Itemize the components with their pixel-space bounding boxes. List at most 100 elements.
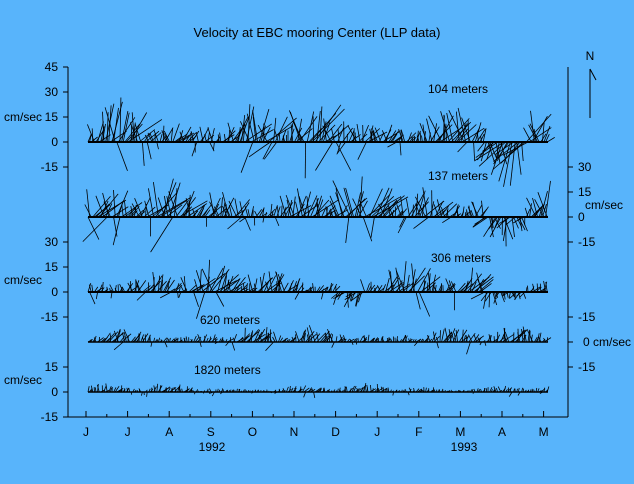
velocity-stick xyxy=(210,197,221,218)
velocity-stick xyxy=(477,279,484,293)
velocity-stick xyxy=(142,336,145,343)
velocity-stick xyxy=(526,197,537,218)
velocity-stick xyxy=(294,388,297,393)
velocity-stick xyxy=(282,135,286,143)
velocity-stick xyxy=(413,388,415,393)
velocity-stick xyxy=(377,387,380,393)
velocity-stick xyxy=(519,291,526,298)
velocity-stick xyxy=(482,339,486,343)
velocity-stick xyxy=(247,104,251,143)
velocity-stick xyxy=(529,127,552,143)
velocity-stick xyxy=(545,180,551,218)
velocity-stick xyxy=(160,291,172,299)
velocity-stick xyxy=(108,289,113,293)
velocity-stick xyxy=(87,124,95,143)
velocity-stick xyxy=(129,206,140,218)
tick-label: 15 xyxy=(45,110,59,124)
velocity-stick xyxy=(380,386,383,393)
velocity-stick xyxy=(193,291,199,307)
velocity-stick xyxy=(110,387,112,393)
velocity-stick xyxy=(352,198,362,218)
velocity-stick xyxy=(250,287,258,293)
velocity-stick xyxy=(236,124,245,143)
velocity-stick xyxy=(134,198,143,218)
velocity-stick xyxy=(530,206,543,218)
velocity-stick xyxy=(286,199,292,218)
velocity-stick xyxy=(470,291,485,300)
velocity-stick xyxy=(247,389,250,393)
velocity-stick xyxy=(272,336,276,343)
velocity-stick xyxy=(337,128,340,143)
velocity-stick xyxy=(417,388,423,393)
velocity-stick xyxy=(194,336,200,343)
velocity-stick xyxy=(113,341,124,351)
velocity-stick xyxy=(136,291,146,301)
velocity-stick xyxy=(302,329,307,343)
velocity-stick xyxy=(183,337,186,343)
velocity-stick xyxy=(348,130,355,143)
velocity-stick xyxy=(377,338,380,343)
velocity-stick xyxy=(466,390,469,393)
velocity-stick xyxy=(220,197,223,218)
velocity-stick xyxy=(450,331,455,343)
velocity-stick xyxy=(100,200,109,218)
velocity-stick xyxy=(242,335,250,343)
velocity-stick xyxy=(248,141,271,158)
velocity-stick xyxy=(463,277,473,293)
velocity-stick xyxy=(321,207,327,218)
velocity-stick xyxy=(462,127,485,143)
velocity-stick xyxy=(495,291,500,297)
velocity-stick xyxy=(226,389,229,393)
velocity-stick xyxy=(369,284,376,293)
velocity-stick xyxy=(504,331,510,343)
velocity-stick xyxy=(492,291,498,306)
velocity-stick xyxy=(242,124,246,143)
velocity-stick xyxy=(329,282,332,293)
velocity-stick xyxy=(190,131,194,143)
velocity-stick xyxy=(532,283,535,293)
velocity-stick xyxy=(178,130,184,143)
velocity-stick xyxy=(102,281,104,293)
velocity-stick xyxy=(361,387,363,393)
tick-label: 30 xyxy=(45,235,59,249)
velocity-stick xyxy=(158,337,161,343)
velocity-stick xyxy=(121,111,129,143)
velocity-stick xyxy=(273,205,278,218)
velocity-stick xyxy=(474,274,492,293)
velocity-stick xyxy=(291,336,295,343)
velocity-stick xyxy=(444,327,449,343)
velocity-stick xyxy=(314,388,321,393)
velocity-stick xyxy=(82,216,108,242)
velocity-stick xyxy=(455,329,458,343)
velocity-stick xyxy=(336,141,346,155)
velocity-stick xyxy=(505,216,516,226)
velocity-stick xyxy=(530,334,533,343)
series-label-104m: 104 meters xyxy=(428,82,488,96)
velocity-stick xyxy=(503,327,506,343)
velocity-stick xyxy=(325,206,329,218)
velocity-stick xyxy=(134,204,137,218)
velocity-stick xyxy=(442,203,458,218)
velocity-stick xyxy=(273,331,278,343)
velocity-stick xyxy=(330,390,333,393)
velocity-stick xyxy=(174,188,178,218)
velocity-stick xyxy=(103,332,111,343)
velocity-stick xyxy=(222,192,230,218)
velocity-stick xyxy=(222,134,235,143)
velocity-stick xyxy=(295,331,300,343)
velocity-stick xyxy=(387,387,390,393)
velocity-stick xyxy=(315,141,334,171)
velocity-stick xyxy=(298,196,306,218)
velocity-stick xyxy=(402,261,407,293)
velocity-stick xyxy=(357,337,359,343)
velocity-stick xyxy=(412,278,417,293)
velocity-stick xyxy=(381,337,385,343)
velocity-stick xyxy=(529,123,540,143)
velocity-stick xyxy=(220,391,223,395)
velocity-stick xyxy=(408,338,410,343)
velocity-stick xyxy=(174,387,177,393)
velocity-stick xyxy=(443,114,446,143)
velocity-stick xyxy=(468,334,473,343)
velocity-stick xyxy=(303,289,308,293)
velocity-stick xyxy=(327,123,343,143)
